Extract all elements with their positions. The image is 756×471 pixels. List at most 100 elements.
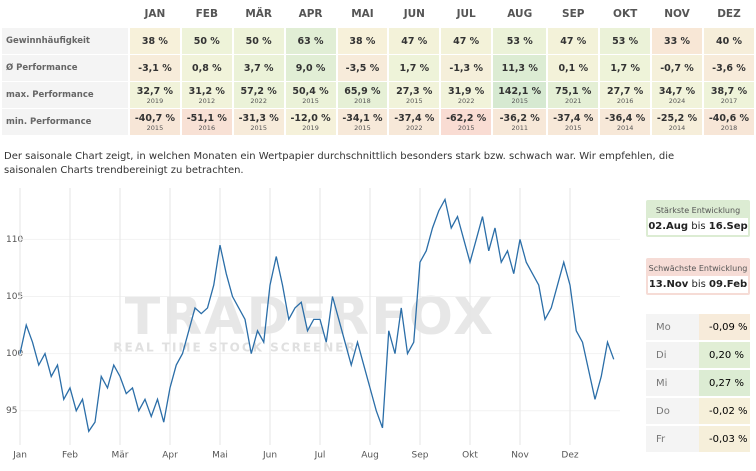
month-header: FEB bbox=[195, 8, 218, 20]
cell-value: 65,9 % bbox=[344, 85, 381, 97]
cell: 32,7 % 2019 bbox=[130, 82, 180, 108]
watermark-sub: REAL TIME STOCK SCREENER bbox=[113, 341, 356, 355]
y-tick-label: 95 bbox=[6, 406, 17, 416]
strongest-box: Stärkste Entwicklung 02.Aug bis 16.Sep bbox=[646, 200, 750, 237]
cell: -36,2 % 2011 bbox=[493, 109, 547, 135]
cell-value: 142,1 % bbox=[498, 85, 542, 97]
cell: -3,6 % bbox=[703, 55, 754, 81]
strongest-title: Stärkste Entwicklung bbox=[655, 206, 741, 215]
cell: 38 % bbox=[337, 28, 388, 54]
cell: -3,5 % bbox=[337, 55, 388, 81]
cell-year: 2024 bbox=[668, 96, 686, 105]
cell-year: 2018 bbox=[354, 96, 371, 105]
cell-value: -34,1 % bbox=[342, 112, 383, 124]
cell-value: -36,4 % bbox=[605, 112, 646, 124]
cell-value: 0,8 % bbox=[191, 62, 222, 74]
cell: -1,3 % bbox=[441, 55, 492, 81]
cell-value: 27,7 % bbox=[607, 85, 644, 97]
cell-year: 2022 bbox=[406, 123, 423, 132]
cell-value: -31,3 % bbox=[238, 112, 279, 124]
cell-value: 50 % bbox=[193, 35, 220, 47]
row-label: Gewinnhäufigkeit bbox=[2, 28, 128, 54]
cell: -51,1 % 2016 bbox=[181, 109, 232, 135]
cell: 34,7 % 2024 bbox=[652, 82, 702, 108]
x-tick-label: Okt bbox=[462, 451, 478, 461]
strongest-range: 02.Aug bis 16.Sep bbox=[648, 218, 748, 235]
month-header: NOV bbox=[664, 8, 690, 20]
x-tick-label: Dez bbox=[561, 451, 578, 461]
cell: -12,0 % 2019 bbox=[285, 109, 336, 135]
month-header: JUL bbox=[456, 8, 476, 20]
cell: 1,7 % bbox=[600, 55, 651, 81]
month-header: AUG bbox=[507, 8, 533, 20]
cell-value: 57,2 % bbox=[240, 85, 277, 97]
x-tick-label: Jan bbox=[12, 451, 27, 461]
cell-year: 2011 bbox=[511, 123, 528, 132]
weekday-value: 0,20 % bbox=[699, 342, 750, 368]
cell: 47 % bbox=[548, 28, 599, 54]
cell-value: -62,2 % bbox=[446, 112, 487, 124]
cell-year: 2017 bbox=[720, 96, 738, 105]
weakest-box: Schwächste Entwicklung 13.Nov bis 09.Feb bbox=[646, 258, 750, 295]
cell: 0,8 % bbox=[181, 55, 232, 81]
cell: -40,7 % 2015 bbox=[130, 109, 180, 135]
cell-value: -37,4 % bbox=[394, 112, 435, 124]
cell-value: -12,0 % bbox=[290, 112, 331, 124]
cell: 53 % bbox=[600, 28, 651, 54]
cell-value: 47 % bbox=[560, 35, 587, 47]
cell: 1,7 % bbox=[389, 55, 440, 81]
cell-value: 0,1 % bbox=[558, 62, 589, 74]
cell: -36,4 % 2014 bbox=[600, 109, 651, 135]
cell: 33 % bbox=[652, 28, 702, 54]
month-header: OKT bbox=[613, 8, 638, 20]
cell-year: 2012 bbox=[198, 96, 216, 105]
month-header: SEP bbox=[562, 8, 585, 20]
cell: -34,1 % 2015 bbox=[337, 109, 388, 135]
x-tick-label: Nov bbox=[511, 451, 529, 461]
cell-year: 2014 bbox=[668, 123, 686, 132]
cell: -62,2 % 2015 bbox=[441, 109, 492, 135]
weekday-row: Di 0,20 % bbox=[646, 342, 750, 368]
month-header: DEZ bbox=[717, 8, 741, 20]
cell-value: 9,0 % bbox=[295, 62, 326, 74]
cell-year: 2019 bbox=[302, 123, 319, 132]
cell: 40 % bbox=[703, 28, 754, 54]
x-tick-label: Feb bbox=[62, 451, 78, 461]
cell-value: 47 % bbox=[401, 35, 428, 47]
month-header: MÄR bbox=[245, 8, 273, 20]
row-label: Ø Performance bbox=[2, 55, 128, 81]
weekday-value: -0,09 % bbox=[699, 314, 750, 340]
seasonality-table: JAN FEB MÄR APR MAI JUN JUL AUG SEP OKT NOV DEZ Gewi… bbox=[0, 0, 756, 136]
cell-year: 2015 bbox=[146, 123, 164, 132]
cell-value: -40,7 % bbox=[134, 112, 176, 124]
month-header: MAI bbox=[351, 8, 374, 20]
description: Der saisonale Chart zeigt, in welchen Mo… bbox=[4, 151, 675, 176]
weekday-row: Do -0,02 % bbox=[646, 398, 750, 424]
month-header: APR bbox=[298, 8, 323, 20]
cell-value: 31,9 % bbox=[448, 85, 485, 97]
cell: -0,7 % bbox=[652, 55, 702, 81]
from: 13.Nov bbox=[648, 279, 689, 290]
weekday-value: -0,02 % bbox=[699, 398, 750, 424]
cell-year: 2015 bbox=[302, 96, 319, 105]
table-row: max. Performance 32,7 % 2019 31,2 % 2012 57,2… bbox=[2, 82, 754, 108]
cell-value: 50,4 % bbox=[292, 85, 329, 97]
cell: 50 % bbox=[233, 28, 284, 54]
month-header: JAN bbox=[144, 8, 166, 20]
x-tick-label: Aug bbox=[361, 451, 379, 461]
x-tick-label: Mär bbox=[112, 451, 129, 461]
to: 09.Feb bbox=[709, 279, 748, 290]
weakest-range: 13.Nov bis 09.Feb bbox=[648, 276, 748, 293]
month-header: JUN bbox=[403, 8, 425, 20]
series-line bbox=[19, 197, 615, 433]
weekday: Fr bbox=[646, 426, 699, 452]
cell-value: 47 % bbox=[453, 35, 480, 47]
cell-value: 1,7 % bbox=[399, 62, 430, 74]
cell-value: 11,3 % bbox=[501, 62, 538, 74]
cell-year: 2015 bbox=[511, 96, 528, 105]
cell-year: 2021 bbox=[564, 96, 582, 105]
cell: 9,0 % bbox=[285, 55, 336, 81]
cell: 0,1 % bbox=[548, 55, 599, 81]
cell-value: 38 % bbox=[141, 35, 168, 47]
row-label: min. Performance bbox=[2, 109, 128, 135]
